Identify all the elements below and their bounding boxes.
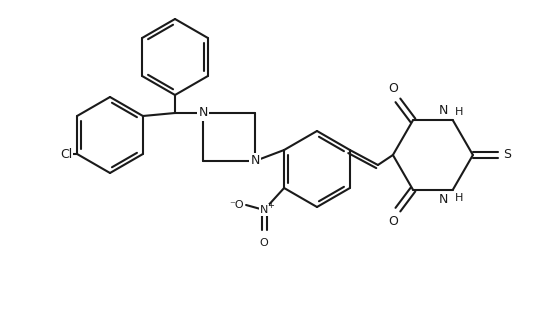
Text: Cl: Cl — [60, 148, 72, 160]
Text: ⁻O: ⁻O — [230, 200, 244, 210]
Text: S: S — [503, 149, 511, 162]
Text: O: O — [260, 238, 268, 248]
Text: O: O — [388, 215, 398, 228]
Text: N: N — [260, 205, 268, 215]
Text: H: H — [455, 193, 463, 202]
Text: N: N — [198, 106, 208, 119]
Text: +: + — [268, 201, 274, 209]
Text: O: O — [388, 82, 398, 95]
Text: N: N — [438, 104, 448, 117]
Text: N: N — [438, 193, 448, 206]
Text: N: N — [251, 154, 260, 168]
Text: H: H — [455, 107, 463, 117]
